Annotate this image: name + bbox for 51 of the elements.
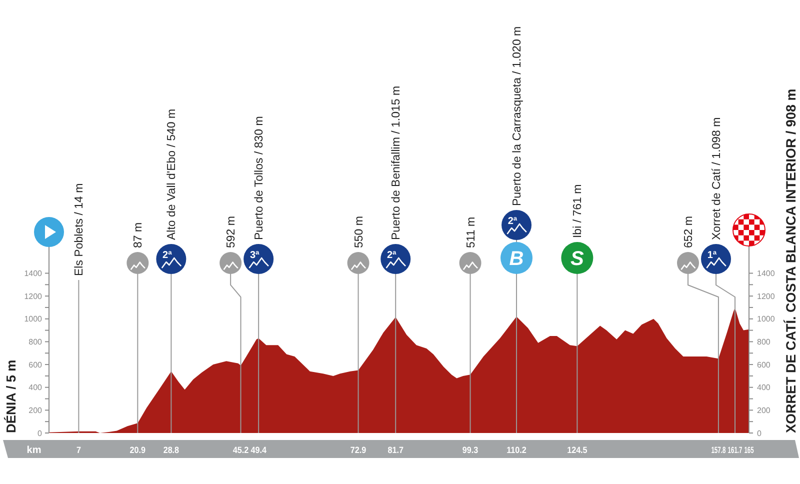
x-tick-label: 20.9: [130, 444, 146, 456]
ref-line-label: Puerto de Tollos / 830 m: [254, 116, 266, 240]
y-tick-label: 800: [28, 338, 43, 347]
y-axis-title: DÉNIA / 5 m: [4, 360, 19, 433]
ref-line-label: 652 m: [683, 216, 696, 248]
y2-axis-title: XORRET DE CATÍ. COSTA BLANCA INTERIOR / 908 m: [784, 88, 799, 433]
y2-tick-label: 1400: [757, 269, 776, 278]
ref-line-label: Alto de Vall d'Ebo / 540 m: [166, 108, 178, 240]
x-tick-label: 161.7: [728, 444, 742, 456]
y2-tick-label: 600: [757, 360, 771, 370]
x-axis-title: km: [26, 445, 42, 456]
y-tick-label: 400: [28, 383, 43, 392]
x-tick-label: 28.8: [163, 444, 180, 456]
x-tick-label: 124.5: [567, 444, 588, 456]
ref-line-label: Els Poblets / 14 m: [74, 183, 86, 276]
x-tick-label: 157.8: [711, 444, 726, 456]
x-tick-label: 81.7: [388, 444, 404, 456]
annotation: 2ª: [162, 250, 172, 261]
y2-tick-label: 200: [757, 406, 771, 416]
x-tick-label: 49.4: [250, 444, 267, 456]
ref-line-label: 511 m: [465, 216, 478, 248]
ref-line-label: 550 m: [353, 216, 366, 248]
x-tick-label: 7: [76, 444, 82, 456]
ref-line-label: Xorret de Catí / 1.098 m: [711, 117, 724, 240]
ref-line-label: 87 m: [132, 222, 145, 248]
ref-line-label: Ibi / 761 m: [572, 184, 584, 238]
annotation: 3ª: [250, 250, 260, 261]
y2-tick-label: 800: [757, 338, 771, 347]
annotation: B: [509, 248, 524, 270]
x-tick-label: 99.3: [462, 444, 478, 456]
y-tick-label: 0: [38, 428, 43, 438]
y-tick-label: 200: [28, 406, 43, 416]
x-tick-label: 45.2: [232, 444, 249, 456]
annotation: S: [570, 248, 585, 270]
ref-line-label: 592 m: [226, 216, 238, 248]
ref-line-label: Puerto de la Carrasqueta / 1.020 m: [512, 26, 524, 206]
x-tick-label: 110.2: [506, 444, 527, 456]
text: 2ª: [508, 216, 518, 227]
y-tick-label: 1400: [24, 269, 43, 278]
y2-tick-label: 1200: [757, 292, 776, 301]
y-tick-label: 1200: [24, 292, 43, 301]
y2-tick-label: 1000: [757, 314, 776, 324]
annotation: 2ª: [386, 250, 397, 261]
x-tick-label: 72.9: [350, 444, 366, 456]
y2-tick-label: 0: [757, 428, 762, 438]
y-tick-label: 1000: [24, 314, 43, 324]
y-tick-label: 600: [28, 360, 43, 370]
x-tick-label: 165: [744, 444, 754, 456]
y2-tick-label: 400: [757, 383, 771, 392]
annotation: 1ª: [707, 250, 717, 261]
ref-line-label: Puerto de Benifallim / 1.015 m: [390, 86, 403, 240]
